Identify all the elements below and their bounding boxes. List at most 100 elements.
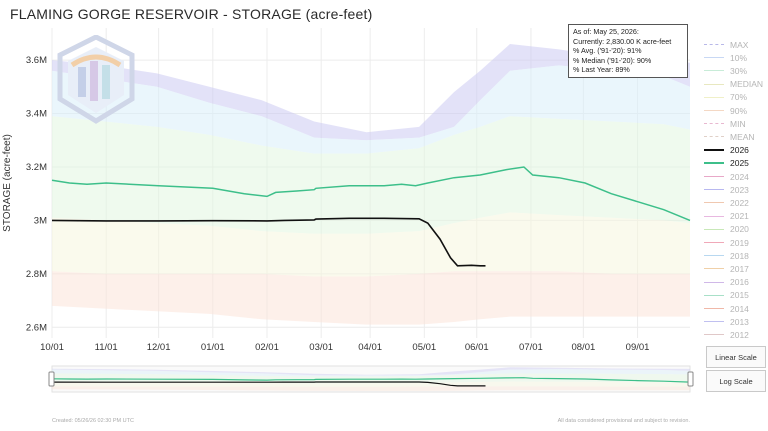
disclaimer-text: All data considered provisional and subj… (557, 418, 690, 424)
x-tick-label: 12/01 (147, 342, 171, 353)
legend-item-2015[interactable]: 2015 (704, 289, 768, 302)
x-tick-label: 10/01 (40, 342, 64, 353)
legend-label: MIN (730, 118, 746, 129)
legend: MAX 10% 30% MEDIAN 70% 90% MIN MEAN 2026 2025 2024… (704, 38, 768, 342)
legend-item-2025[interactable]: 2025 (704, 157, 768, 170)
legend-swatch (704, 162, 724, 165)
legend-item-2018[interactable]: 2018 (704, 249, 768, 262)
legend-swatch (704, 57, 724, 59)
series-lines (51, 166, 691, 267)
legend-label: 2016 (730, 277, 749, 288)
band-30pct-70pct (52, 116, 690, 234)
x-tick-label: 03/01 (309, 342, 333, 353)
navigator-line-2025 (51, 377, 691, 383)
x-tick-label: 06/01 (465, 342, 489, 353)
linear-scale-button[interactable]: Linear Scale (706, 346, 766, 368)
legend-swatch (704, 202, 724, 204)
legend-item-2026[interactable]: 2026 (704, 144, 768, 157)
legend-swatch (704, 268, 724, 270)
legend-swatch (704, 44, 724, 45)
legend-label: 70% (730, 92, 748, 103)
navigator-band (52, 373, 690, 384)
navigator-band (52, 367, 690, 376)
legend-item-90pct[interactable]: 90% (704, 104, 768, 117)
legend-item-2012[interactable]: 2012 (704, 328, 768, 341)
legend-item-min[interactable]: MIN (704, 117, 768, 130)
status-infobox: As of: May 25, 2026: Currently: 2,830.00… (568, 24, 688, 78)
x-tick-label: 01/01 (201, 342, 225, 353)
legend-swatch (704, 70, 724, 72)
legend-swatch (704, 123, 724, 125)
legend-label: 2018 (730, 250, 749, 261)
band-max-10pct (52, 44, 690, 141)
legend-label: 2023 (730, 184, 749, 195)
info-avg: % Avg. ('91-'20): 91% (573, 46, 642, 56)
y-tick-label: 3.2M (26, 162, 47, 173)
legend-swatch (704, 136, 724, 138)
navigator-band (52, 386, 690, 391)
legend-swatch (704, 110, 724, 111)
legend-label: 30% (730, 65, 748, 76)
legend-swatch (704, 96, 724, 98)
legend-swatch (704, 83, 724, 85)
info-as-of: As of: May 25, 2026: (573, 27, 639, 36)
x-tick-label: 11/01 (95, 342, 118, 353)
legend-label: 2019 (730, 237, 749, 248)
x-tick-label: 08/01 (571, 342, 595, 353)
legend-item-2021[interactable]: 2021 (704, 210, 768, 223)
legend-label: 2013 (730, 316, 749, 327)
legend-item-2020[interactable]: 2020 (704, 223, 768, 236)
range-navigator (48, 365, 694, 393)
chart-title: FLAMING GORGE RESERVOIR - STORAGE (acre-… (10, 6, 373, 22)
legend-swatch (704, 228, 724, 230)
band-10pct-30pct (52, 65, 690, 154)
legend-item-mean[interactable]: MEAN (704, 130, 768, 143)
legend-swatch (704, 255, 724, 257)
legend-item-2016[interactable]: 2016 (704, 276, 768, 289)
legend-item-10pct[interactable]: 10% (704, 51, 768, 64)
legend-item-70pct[interactable]: 70% (704, 91, 768, 104)
legend-item-2013[interactable]: 2013 (704, 315, 768, 328)
legend-label: MEDIAN (730, 79, 764, 90)
series-line-2026[interactable] (51, 217, 486, 267)
legend-item-2023[interactable]: 2023 (704, 183, 768, 196)
legend-label: 2022 (730, 197, 749, 208)
legend-swatch (704, 281, 724, 283)
legend-item-max[interactable]: MAX (704, 38, 768, 51)
legend-swatch (704, 334, 724, 336)
legend-swatch (704, 294, 724, 296)
legend-label: 10% (730, 52, 748, 63)
legend-swatch (704, 149, 724, 152)
legend-item-30pct[interactable]: 30% (704, 64, 768, 77)
legend-label: 2014 (730, 303, 749, 314)
y-tick-label: 3.4M (26, 109, 47, 120)
info-median: % Median ('91-'20): 90% (573, 55, 652, 65)
legend-label: 2024 (730, 171, 749, 182)
legend-swatch (704, 308, 724, 309)
legend-item-2014[interactable]: 2014 (704, 302, 768, 315)
legend-label: 2025 (730, 158, 749, 169)
legend-item-2019[interactable]: 2019 (704, 236, 768, 249)
x-tick-label: 04/01 (358, 342, 382, 353)
legend-label: 2020 (730, 224, 749, 235)
legend-label: 2026 (730, 145, 749, 156)
legend-item-2024[interactable]: 2024 (704, 170, 768, 183)
navigator-right-handle[interactable] (687, 371, 694, 387)
legend-label: MEAN (730, 131, 755, 142)
y-tick-label: 2.8M (26, 269, 47, 280)
navigator-left-handle[interactable] (48, 371, 55, 387)
series-line-2025[interactable] (51, 166, 691, 222)
legend-label: 90% (730, 105, 748, 116)
x-tick-label: 09/01 (626, 342, 650, 353)
log-scale-button[interactable]: Log Scale (706, 370, 766, 392)
navigator-band (52, 369, 690, 377)
legend-label: 2021 (730, 211, 749, 222)
navigator-line-2026 (51, 381, 486, 387)
legend-swatch (704, 176, 724, 177)
legend-item-2022[interactable]: 2022 (704, 196, 768, 209)
legend-swatch (704, 321, 724, 323)
created-timestamp: Created: 05/26/26 02:30 PM UTC (52, 418, 134, 424)
legend-item-2017[interactable]: 2017 (704, 262, 768, 275)
legend-item-median[interactable]: MEDIAN (704, 78, 768, 91)
